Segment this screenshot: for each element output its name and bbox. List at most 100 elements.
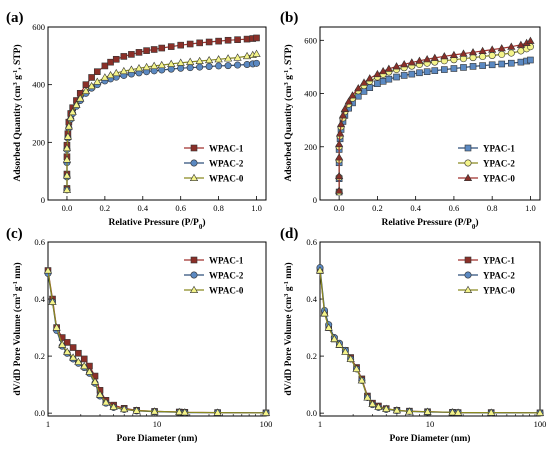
data-point bbox=[150, 61, 159, 69]
y-tick-label: 600 bbox=[304, 35, 317, 45]
x-tick-label: 0.2 bbox=[372, 203, 383, 213]
y-tick-label: 0 bbox=[313, 195, 317, 205]
data-point bbox=[463, 173, 473, 181]
chart-panel-b: 0.0 0.2 0.4 0.6 0.8 1.0 0 200 400 600 YPAC-1 YPAC-2… bbox=[280, 10, 541, 231]
data-point bbox=[382, 404, 391, 412]
data-point bbox=[72, 100, 81, 108]
x-tick-label: 1.0 bbox=[251, 203, 262, 213]
y-tick-label: 400 bbox=[304, 89, 317, 99]
data-point bbox=[440, 52, 449, 60]
data-point bbox=[224, 62, 232, 70]
data-point bbox=[80, 361, 89, 370]
data-point bbox=[405, 407, 414, 415]
data-point bbox=[497, 44, 506, 52]
x-tick-label: 1 bbox=[46, 419, 50, 429]
data-point bbox=[196, 63, 204, 71]
panel-label: (d) bbox=[280, 226, 298, 242]
data-point bbox=[253, 59, 261, 67]
series-wpac-0 bbox=[62, 49, 261, 193]
data-point bbox=[205, 38, 213, 46]
data-point bbox=[66, 113, 75, 121]
data-point bbox=[69, 353, 78, 361]
data-point bbox=[460, 64, 467, 71]
data-point bbox=[393, 73, 400, 81]
data-point bbox=[379, 77, 387, 85]
x-tick-label: 0.6 bbox=[449, 203, 460, 213]
data-point bbox=[132, 406, 141, 414]
data-point bbox=[479, 53, 487, 61]
data-point bbox=[423, 68, 431, 76]
data-point bbox=[431, 67, 439, 74]
chart-panel-c: 1 10 100 0.0 0.2 0.4 0.6 WPAC-1 WPAC-2 WPAC-0 (c) P… bbox=[6, 226, 272, 444]
data-point bbox=[190, 271, 198, 279]
data-point bbox=[392, 62, 401, 70]
data-point bbox=[63, 339, 71, 346]
data-point bbox=[190, 256, 198, 264]
legend-label: YPAC-1 bbox=[483, 144, 515, 154]
data-point bbox=[48, 297, 57, 305]
y-tick-label: 0.6 bbox=[34, 237, 45, 247]
data-point bbox=[205, 63, 213, 71]
y-tick-label: 400 bbox=[32, 80, 45, 90]
data-point bbox=[469, 63, 477, 70]
x-tick-label: 0.4 bbox=[410, 203, 421, 213]
data-point bbox=[243, 35, 251, 43]
data-point bbox=[344, 97, 353, 105]
data-point bbox=[374, 402, 383, 410]
y-axis-label: Adsorbed Quantity (cm3 g-1, STP) bbox=[12, 44, 24, 181]
data-point bbox=[430, 53, 439, 61]
data-point bbox=[487, 408, 496, 416]
data-point bbox=[157, 60, 166, 69]
data-point bbox=[58, 340, 67, 348]
data-point bbox=[357, 376, 366, 384]
data-point bbox=[215, 62, 223, 70]
data-point bbox=[93, 77, 102, 85]
data-point bbox=[488, 61, 496, 69]
data-point bbox=[76, 94, 85, 102]
data-point bbox=[82, 81, 90, 88]
data-point bbox=[464, 271, 472, 279]
data-point bbox=[253, 34, 260, 42]
data-point bbox=[223, 54, 233, 62]
data-point bbox=[507, 42, 516, 50]
data-point bbox=[468, 48, 478, 56]
data-point bbox=[261, 408, 271, 416]
legend-label: YPAC-2 bbox=[483, 271, 515, 281]
x-tick-label: 0.2 bbox=[100, 203, 111, 213]
y-axis-label: dV/dD Pore Volume (cm3 g-1 nm) bbox=[283, 262, 295, 395]
data-point bbox=[335, 186, 344, 194]
data-point bbox=[128, 51, 135, 58]
data-point bbox=[74, 357, 83, 365]
data-point bbox=[488, 51, 496, 59]
data-point bbox=[43, 266, 53, 274]
data-point bbox=[400, 72, 408, 79]
data-point bbox=[354, 84, 363, 92]
x-tick-label: 10 bbox=[426, 419, 435, 429]
x-tick-label: 0.0 bbox=[62, 203, 73, 213]
data-point bbox=[363, 393, 372, 401]
data-point bbox=[62, 143, 72, 152]
chart-panel-a: 0.0 0.2 0.4 0.6 0.8 1.0 0 200 400 600 WPAC-1 WPAC-2… bbox=[6, 10, 267, 231]
data-point bbox=[384, 64, 393, 72]
data-point bbox=[75, 349, 82, 357]
data-point bbox=[214, 55, 223, 63]
data-point bbox=[143, 47, 150, 54]
data-point bbox=[90, 377, 100, 385]
data-point bbox=[150, 407, 159, 415]
data-point bbox=[464, 144, 472, 152]
plot-frame bbox=[47, 241, 267, 417]
data-point bbox=[373, 69, 382, 78]
data-point bbox=[215, 37, 222, 45]
data-point bbox=[478, 46, 487, 54]
legend-label: WPAC-1 bbox=[209, 256, 244, 266]
data-point bbox=[112, 68, 121, 77]
data-point bbox=[336, 119, 346, 128]
data-point bbox=[158, 44, 166, 52]
data-point bbox=[101, 398, 111, 406]
data-point bbox=[338, 111, 348, 119]
data-point bbox=[498, 50, 506, 58]
data-point bbox=[134, 64, 144, 72]
y-tick-label: 0.0 bbox=[34, 408, 45, 418]
data-point bbox=[252, 49, 261, 57]
